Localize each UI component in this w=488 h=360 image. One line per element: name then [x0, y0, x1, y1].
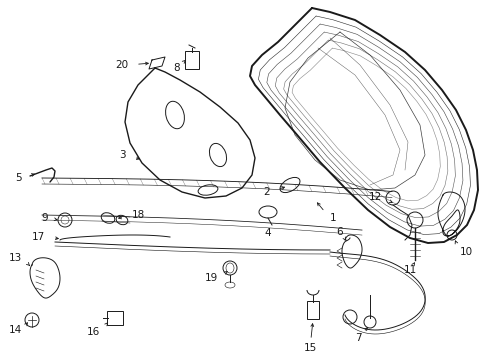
Text: 9: 9 [41, 213, 48, 223]
Text: 18: 18 [132, 210, 145, 220]
Text: 16: 16 [86, 327, 100, 337]
Text: 20: 20 [115, 60, 128, 70]
Text: 17: 17 [32, 232, 45, 242]
Text: 5: 5 [15, 173, 22, 183]
Text: 14: 14 [9, 325, 22, 335]
Text: 8: 8 [173, 63, 180, 73]
Text: 12: 12 [368, 192, 381, 202]
Text: 11: 11 [403, 265, 416, 275]
Text: 19: 19 [204, 273, 218, 283]
Text: 4: 4 [264, 228, 271, 238]
Text: 13: 13 [9, 253, 22, 263]
Text: 7: 7 [354, 333, 361, 343]
Text: 2: 2 [263, 187, 269, 197]
Text: 15: 15 [303, 343, 316, 353]
Text: 3: 3 [119, 150, 126, 160]
Text: 10: 10 [459, 247, 472, 257]
Text: 1: 1 [329, 213, 336, 223]
Text: 6: 6 [336, 227, 343, 237]
